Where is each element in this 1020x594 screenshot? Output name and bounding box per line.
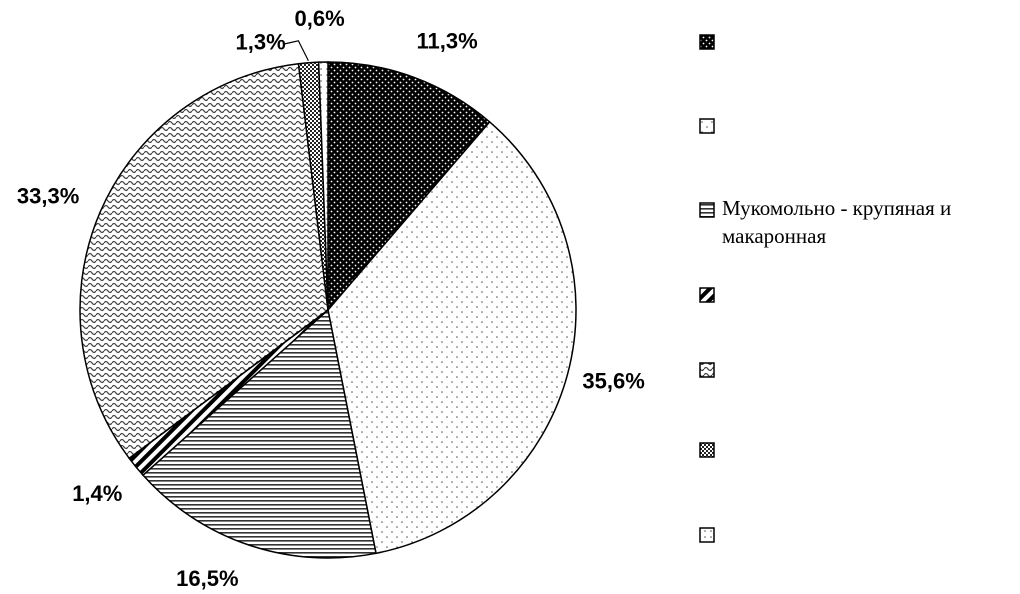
legend-line: макаронная: [722, 224, 826, 248]
pie-slice: [141, 308, 377, 559]
pie-slice: [327, 61, 491, 313]
data-label: 1,3%: [236, 30, 286, 55]
legend-swatch: [699, 287, 715, 303]
legend-line: Мукомольно - крупяная и: [722, 196, 951, 220]
legend-swatch: [699, 34, 715, 50]
legend-swatch: [699, 527, 715, 543]
legend-swatch: [699, 362, 715, 378]
data-label: 11,3%: [416, 29, 477, 54]
legend-swatch: [699, 442, 715, 458]
leader-line: [284, 40, 309, 62]
data-label: 0,6%: [295, 6, 345, 31]
legend-swatch: [699, 202, 715, 218]
pie-slice: [79, 62, 329, 460]
legend-label: Мукомольно - крупяная и макаронная: [722, 196, 951, 248]
data-label: 1,4%: [72, 481, 122, 506]
data-label: 33,3%: [17, 183, 79, 208]
pie-slice: [317, 61, 329, 311]
legend-swatch: [699, 118, 715, 134]
pie-slice: [327, 120, 577, 555]
data-label: 35,6%: [582, 368, 644, 393]
data-label: 16,5%: [176, 566, 238, 591]
